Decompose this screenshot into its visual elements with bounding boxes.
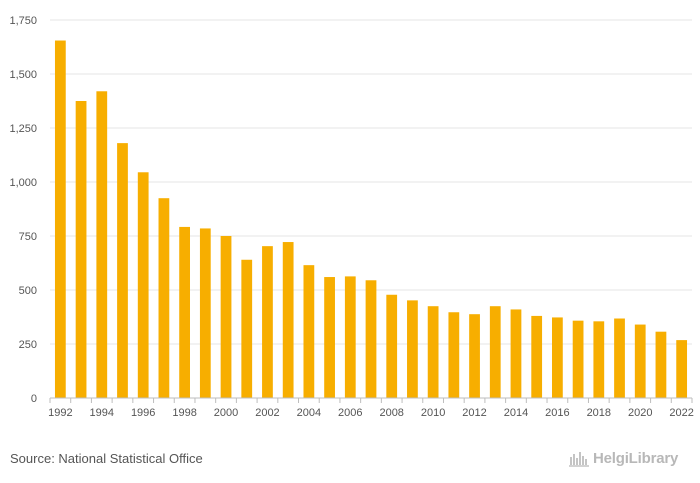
- x-tick-label: 2016: [545, 407, 569, 419]
- library-icon: [569, 452, 589, 467]
- bar-2007: [365, 280, 377, 398]
- bar-2001: [241, 259, 253, 398]
- bar-2009: [407, 300, 418, 398]
- x-tick-label: 2002: [255, 407, 279, 419]
- bar-1995: [117, 143, 128, 398]
- y-tick-label: 1,250: [9, 123, 37, 135]
- bar-2012: [469, 314, 480, 398]
- bar-1999: [199, 228, 211, 398]
- bar-2020: [634, 324, 646, 398]
- logo-text: HelgiLibrary: [593, 449, 679, 467]
- bar-1997: [158, 198, 170, 398]
- x-tick-label: 2014: [504, 407, 528, 419]
- bar-2013: [489, 306, 501, 398]
- bar-1993: [75, 101, 87, 398]
- grid-lines: [50, 19, 692, 345]
- bar-2006: [344, 276, 356, 398]
- y-tick-label: 500: [19, 285, 37, 297]
- x-tick-label: 2012: [462, 407, 486, 419]
- x-tick-label: 1998: [172, 407, 196, 419]
- bar-1994: [96, 91, 108, 398]
- bar-chart: 0 250 500 750 1,000 1,250 1,500 1,750 1992 1994 19…: [9, 15, 693, 419]
- bar-1992: [54, 40, 66, 399]
- bar-2022: [676, 340, 688, 398]
- x-tick-label: 2022: [669, 407, 693, 419]
- x-tick-label: 2020: [628, 407, 652, 419]
- source-note: Source: National Statistical Office: [10, 451, 203, 466]
- y-tick-label: 750: [19, 231, 37, 243]
- bar-2011: [448, 312, 460, 398]
- bar-2005: [324, 277, 335, 398]
- y-tick-label: 0: [31, 393, 37, 405]
- x-tick-label: 1994: [90, 407, 114, 419]
- helgi-library-logo[interactable]: HelgiLibrary: [568, 449, 678, 467]
- bar-1998: [179, 226, 190, 398]
- bar-2014: [510, 309, 522, 398]
- x-tick-label: 1992: [48, 407, 72, 419]
- x-tick-label: 1996: [131, 407, 155, 419]
- bar-2015: [531, 315, 543, 398]
- x-tick-label: 2006: [338, 407, 362, 419]
- bar-2019: [614, 318, 625, 398]
- x-tick-label: 2010: [421, 407, 445, 419]
- bar-2021: [655, 331, 667, 398]
- axes: 0 250 500 750 1,000 1,250 1,500 1,750 1992 1994 19…: [9, 15, 693, 419]
- y-tick-label: 1,750: [9, 15, 37, 27]
- bar-2010: [427, 306, 439, 398]
- bar-2008: [386, 294, 398, 398]
- x-tick-label: 2018: [587, 407, 611, 419]
- bar-2000: [220, 236, 232, 398]
- y-tick-label: 1,500: [9, 69, 37, 81]
- bar-2003: [282, 242, 294, 398]
- y-tick-label: 1,000: [9, 177, 37, 189]
- bars: [54, 40, 688, 399]
- bar-2002: [262, 246, 273, 398]
- bar-2017: [572, 320, 584, 398]
- bar-2004: [303, 265, 315, 398]
- bar-1996: [137, 172, 149, 398]
- bar-2018: [593, 321, 605, 398]
- x-tick-label: 2004: [297, 407, 321, 419]
- bar-2016: [552, 317, 563, 398]
- y-tick-label: 250: [19, 339, 37, 351]
- x-tick-label: 2008: [379, 407, 403, 419]
- x-tick-label: 2000: [214, 407, 238, 419]
